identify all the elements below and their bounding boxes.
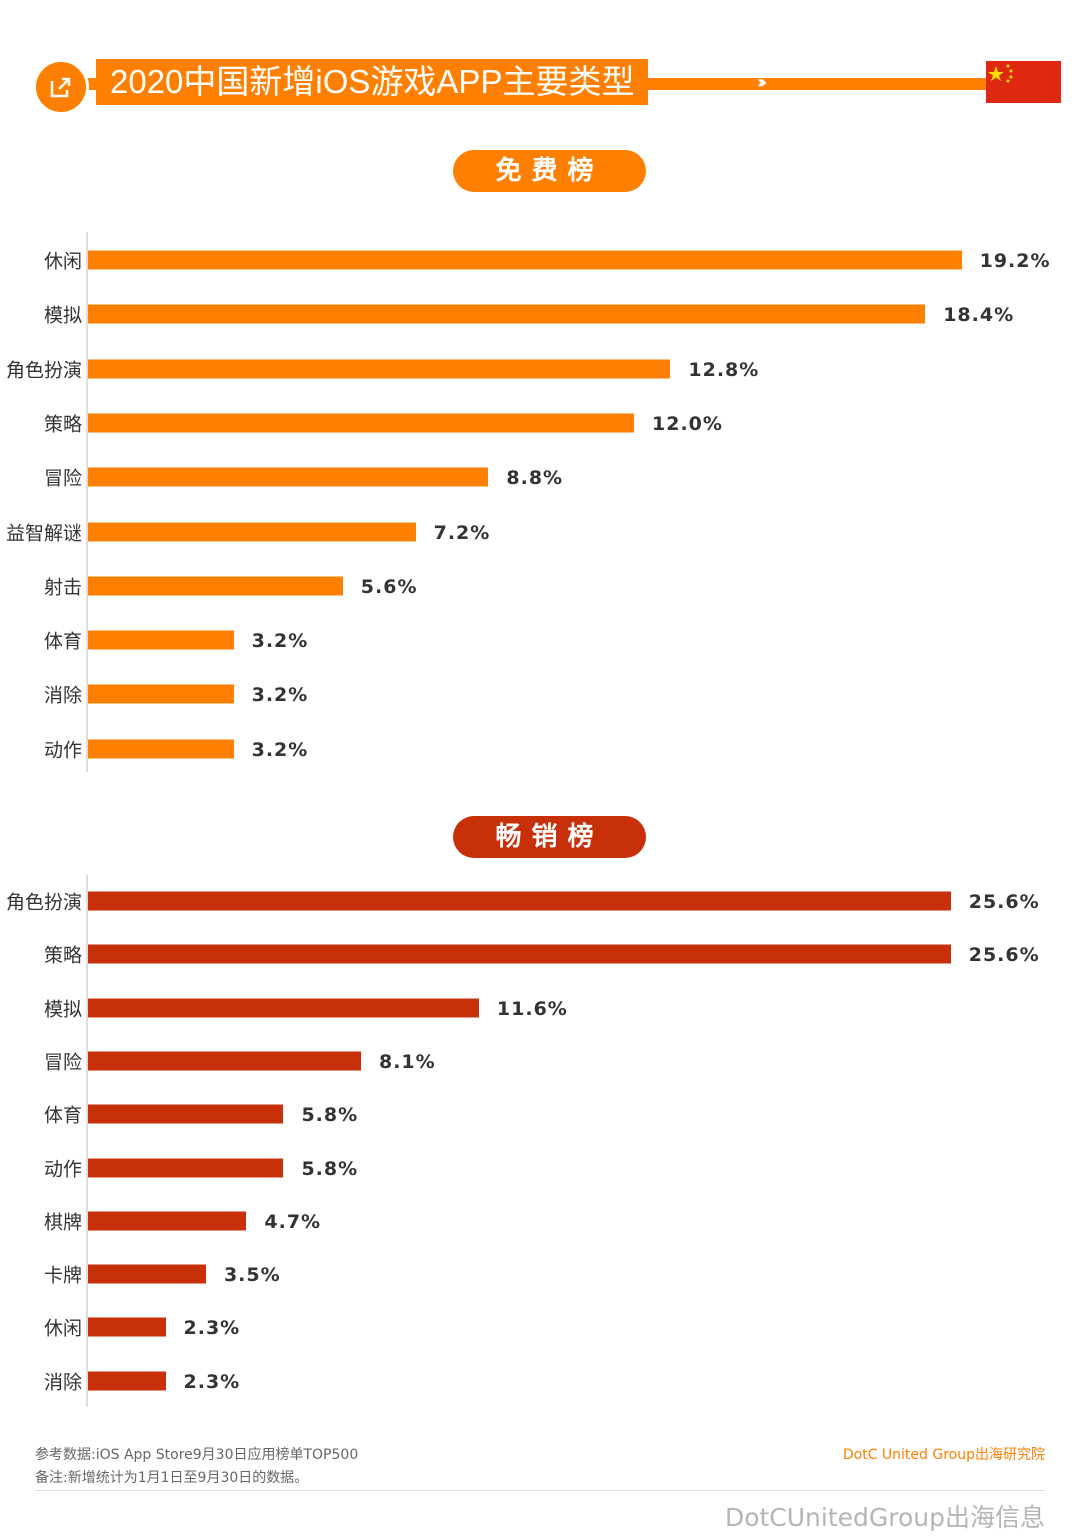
category-label: 休闲: [43, 1317, 82, 1340]
brand-text: DotC United Group出海研究院: [842, 1447, 1045, 1463]
category-label: 冒险: [43, 467, 82, 490]
bar: [88, 684, 234, 704]
bar: [88, 1104, 284, 1124]
bar: [88, 739, 234, 759]
category-label: 策略: [43, 944, 82, 967]
data-label: 4.7%: [264, 1210, 322, 1233]
data-label: 2.3%: [183, 1370, 241, 1393]
bar: [88, 1264, 206, 1284]
bar: [88, 1158, 284, 1177]
bar: [88, 1051, 361, 1071]
data-label: 12.0%: [652, 412, 723, 435]
category-label: 棋牌: [43, 1211, 82, 1234]
data-label: 8.1%: [378, 1050, 436, 1073]
bar: [88, 467, 489, 487]
category-label: 模拟: [43, 998, 82, 1021]
chart-title-free: 免费榜: [453, 150, 646, 192]
divider: [35, 1490, 1045, 1491]
category-label: 体育: [43, 1104, 82, 1127]
category-label: 动作: [43, 739, 82, 762]
data-label: 3.2%: [251, 684, 309, 707]
bar: [88, 944, 951, 964]
bar: [88, 1211, 247, 1231]
bar: [88, 359, 671, 379]
category-label: 休闲: [43, 250, 82, 273]
data-label: 7.2%: [433, 521, 491, 544]
data-label: 3.2%: [251, 630, 309, 653]
bar: [88, 998, 479, 1018]
category-label: 射击: [43, 576, 82, 599]
data-label: 3.2%: [251, 738, 309, 761]
data-label: 2.3%: [183, 1317, 241, 1340]
bar: [88, 413, 634, 433]
data-label: 8.8%: [506, 467, 564, 490]
category-label: 消除: [43, 684, 82, 707]
china-flag-icon: [986, 61, 1061, 103]
data-label: 3.5%: [223, 1264, 281, 1287]
y-axis-free: [86, 232, 88, 772]
category-label: 体育: [43, 630, 82, 653]
data-label: 19.2%: [979, 250, 1051, 272]
category-label: 策略: [43, 413, 82, 436]
category-label: 卡牌: [43, 1264, 82, 1287]
category-label: 模拟: [43, 304, 82, 327]
category-label: 角色扮演: [5, 891, 82, 914]
category-label: 冒险: [43, 1051, 82, 1074]
bar: [88, 522, 416, 541]
share-icon: [33, 59, 89, 115]
data-label: 11.6%: [496, 997, 568, 1020]
bar: [88, 576, 343, 596]
chart-title-grossing: 畅销榜: [453, 816, 646, 858]
category-label: 益智解谜: [5, 522, 82, 544]
data-label: 25.6%: [968, 944, 1040, 967]
data-label: 12.8%: [688, 358, 760, 381]
bar: [88, 630, 234, 650]
data-label: 5.8%: [301, 1104, 359, 1127]
bar: [88, 304, 926, 324]
data-label: 18.4%: [943, 304, 1015, 327]
page-title: 2020中国新增iOS游戏APP主要类型: [96, 59, 649, 105]
bar: [88, 891, 951, 911]
category-label: 动作: [43, 1158, 82, 1180]
arrows-icon: ›››: [757, 72, 768, 93]
data-label: 5.6%: [360, 575, 418, 598]
bar: [88, 1317, 166, 1337]
bar: [88, 1371, 166, 1391]
source-note: 参考数据:iOS App Store9月30日应用榜单TOP500: [35, 1447, 359, 1463]
wechat-watermark: DotCUnitedGroup出海信息: [724, 1503, 1045, 1532]
data-label: 5.8%: [301, 1157, 359, 1180]
category-label: 消除: [43, 1371, 82, 1394]
data-label: 25.6%: [968, 891, 1040, 913]
bar: [88, 250, 962, 270]
category-label: 角色扮演: [5, 359, 82, 382]
remark-note: 备注:新增统计为1月1日至9月30日的数据。: [35, 1470, 309, 1486]
y-axis-grossing: [86, 875, 88, 1407]
